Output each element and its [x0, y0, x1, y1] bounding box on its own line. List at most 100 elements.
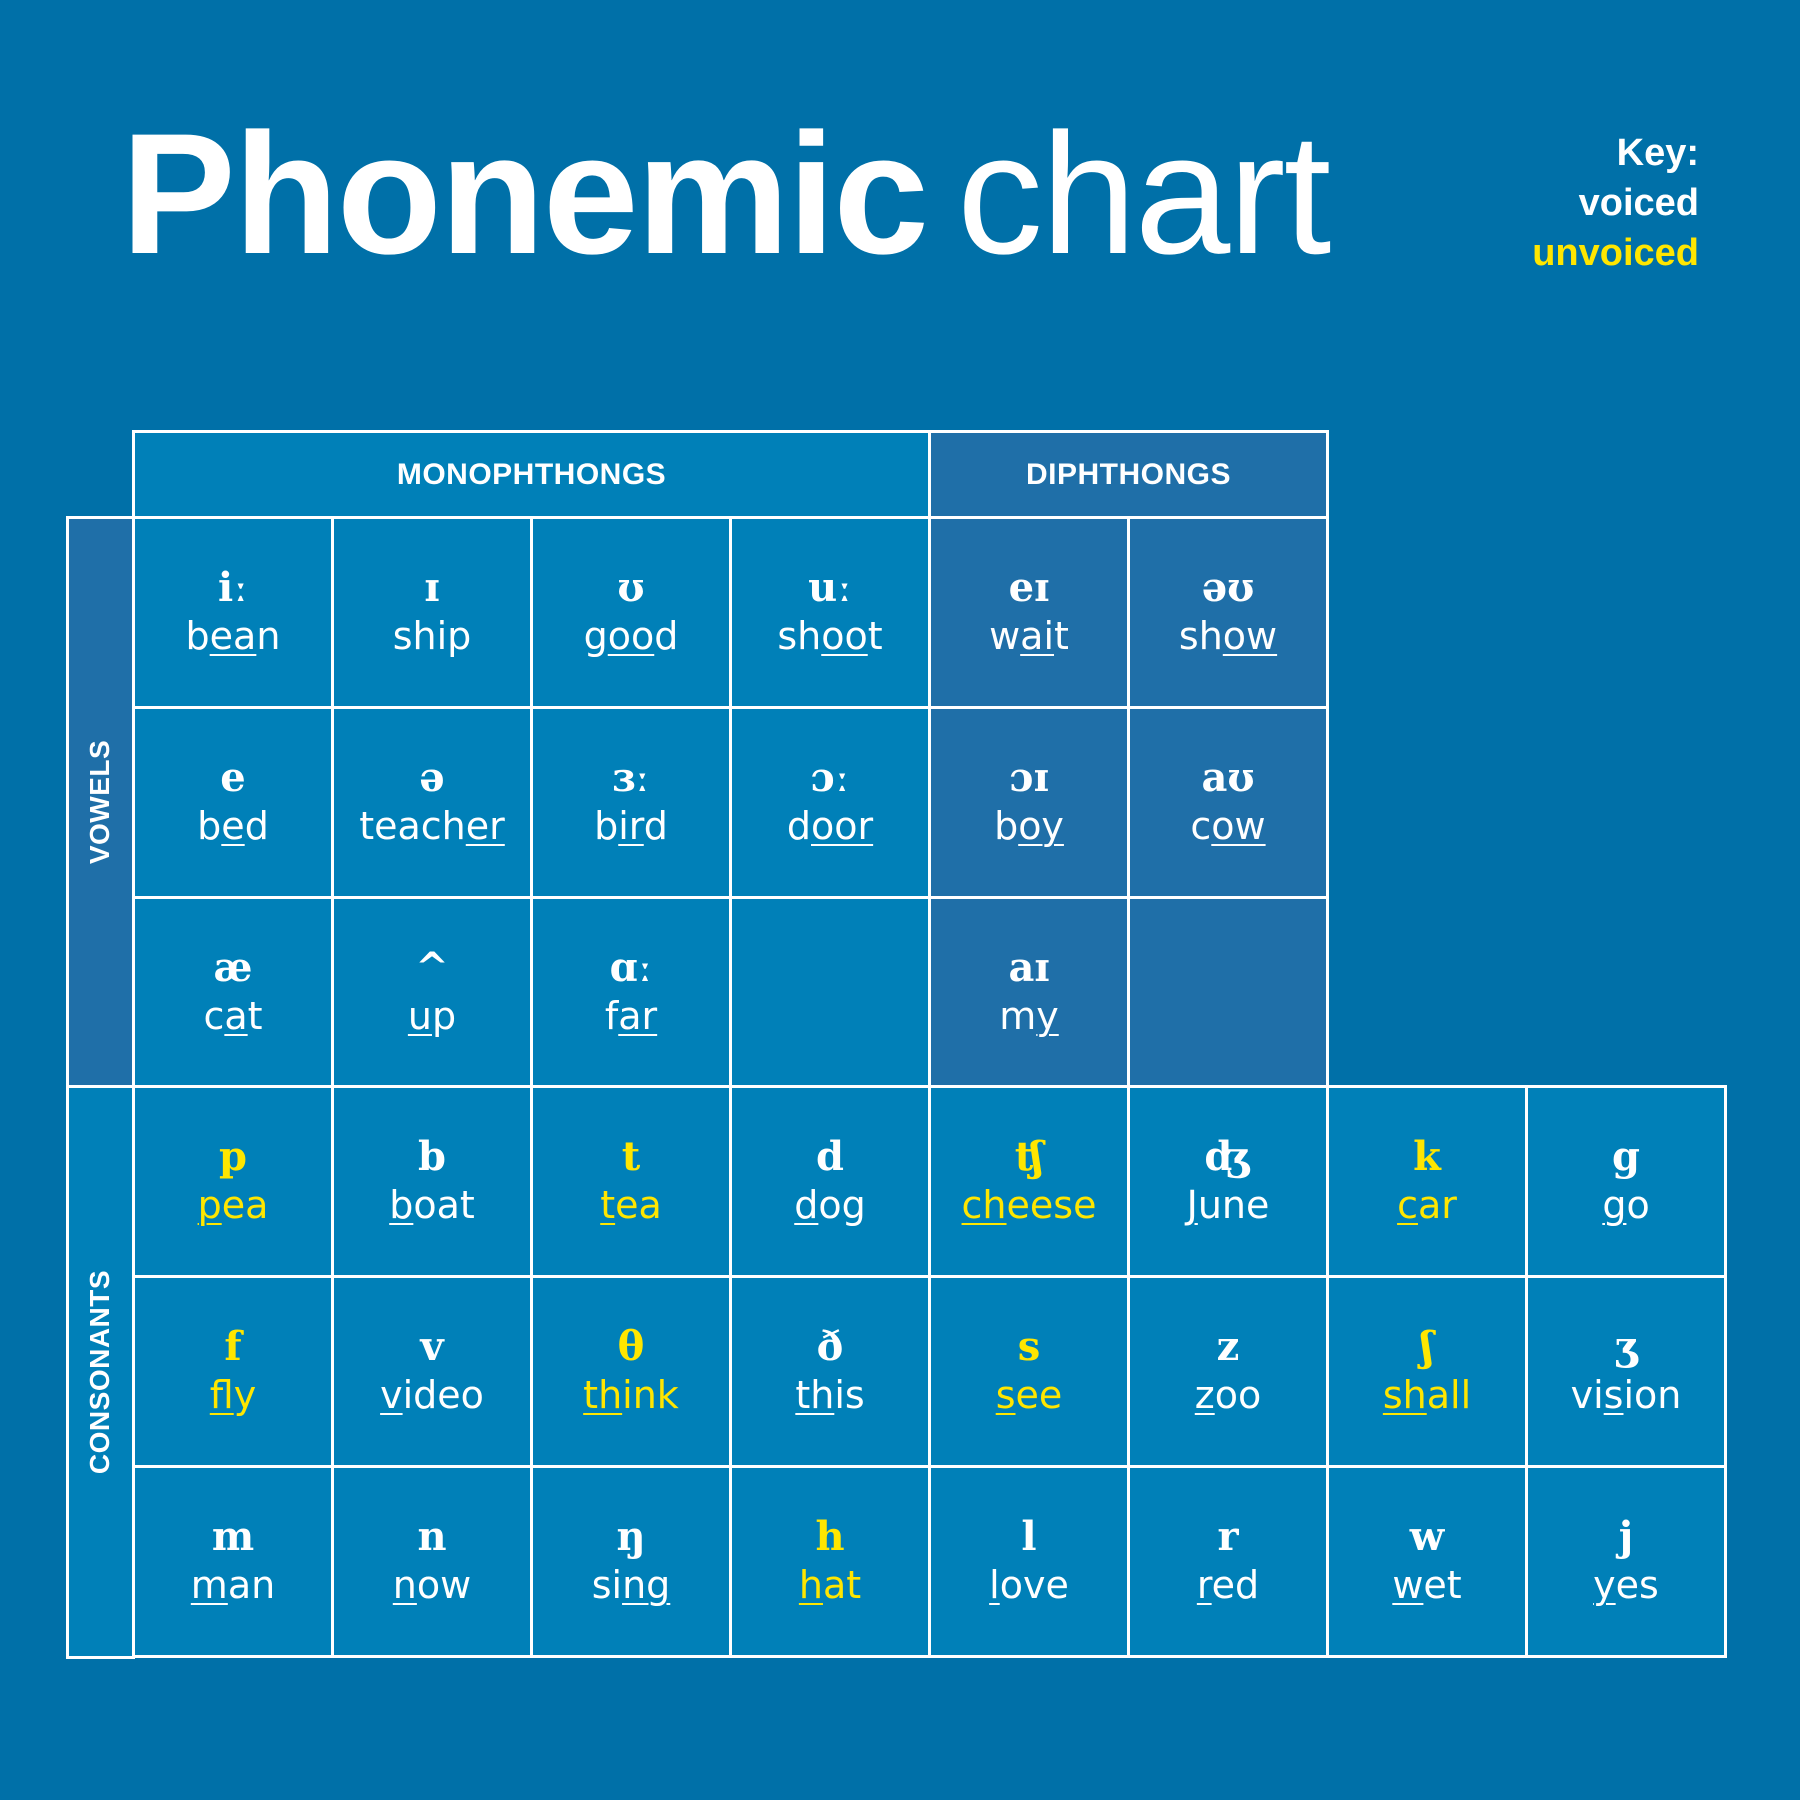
example-word: shall: [1383, 1371, 1471, 1419]
example-word-highlight: r: [1196, 1562, 1212, 1607]
example-word-prefix: c: [1190, 803, 1212, 848]
example-word: bean: [186, 612, 281, 660]
example-word-highlight: th: [795, 1372, 835, 1417]
example-word-prefix: g: [583, 613, 608, 658]
example-word-highlight: ch: [961, 1182, 1007, 1227]
phoneme-symbol: j: [1618, 1512, 1634, 1560]
phoneme-symbol: m: [211, 1512, 255, 1560]
phoneme-symbol: ʃ: [1420, 1322, 1434, 1370]
example-word-highlight: J: [1186, 1182, 1198, 1227]
example-word-highlight: ai: [1020, 613, 1055, 658]
header-monophthongs: MONOPHTHONGS: [132, 430, 931, 519]
phoneme-symbol: ɑː: [609, 943, 653, 991]
example-word-highlight: w: [1392, 1562, 1424, 1607]
example-word-suffix: o: [1626, 1182, 1650, 1227]
example-word-highlight: a: [224, 993, 248, 1038]
header-diphthongs: DIPHTHONGS: [928, 430, 1329, 519]
phoneme-cell: θ think: [530, 1275, 732, 1468]
phoneme-cell: ɪ ship: [331, 516, 533, 709]
phoneme-symbol: ɔɪ: [1009, 753, 1049, 801]
example-word-prefix: b: [994, 803, 1019, 848]
example-word: bird: [594, 802, 668, 850]
example-word: dog: [794, 1181, 866, 1229]
example-word: June: [1187, 1181, 1270, 1229]
example-word-suffix: all: [1426, 1372, 1472, 1417]
example-word: cat: [203, 992, 262, 1040]
example-word-suffix: ion: [1623, 1372, 1682, 1417]
phoneme-symbol: uː: [808, 563, 852, 611]
example-word-highlight: oo: [607, 613, 655, 658]
example-word: yes: [1593, 1561, 1659, 1609]
example-word-suffix: oo: [1214, 1372, 1262, 1417]
phoneme-cell: p pea: [132, 1085, 334, 1278]
example-word-suffix: t: [247, 993, 263, 1038]
example-word: see: [996, 1371, 1063, 1419]
phoneme-cell: ɔɪ boy: [928, 706, 1130, 899]
key-label: Key:: [1616, 132, 1699, 174]
example-word: boy: [994, 802, 1064, 850]
example-word-highlight: b: [389, 1182, 414, 1227]
example-word-suffix: an: [227, 1562, 276, 1607]
example-word-highlight: v: [380, 1372, 403, 1417]
example-word-suffix: ea: [615, 1182, 662, 1227]
example-word: man: [191, 1561, 275, 1609]
example-word-highlight: oo: [821, 613, 868, 658]
example-word-highlight: l: [989, 1562, 1000, 1607]
phoneme-symbol: b: [418, 1132, 446, 1180]
example-word-suffix: oat: [413, 1182, 475, 1227]
example-word-highlight: t: [600, 1182, 616, 1227]
example-word-suffix: p: [431, 993, 457, 1038]
example-word-highlight: e: [221, 803, 245, 848]
example-word-suffix: t: [1054, 613, 1069, 658]
example-word: wait: [989, 612, 1069, 660]
phoneme-symbol: iː: [218, 563, 248, 611]
example-word-suffix: ar: [1417, 1182, 1457, 1227]
phoneme-cell: k car: [1326, 1085, 1528, 1278]
example-word-suffix: ideo: [402, 1372, 484, 1417]
phoneme-cell: ʃ shall: [1326, 1275, 1528, 1468]
phoneme-symbol: eɪ: [1008, 563, 1050, 611]
example-word-highlight: z: [1194, 1372, 1215, 1417]
phoneme-cell: ʊ good: [530, 516, 732, 709]
example-word: shoot: [777, 612, 882, 660]
example-word-suffix: ow: [416, 1562, 472, 1607]
example-word-highlight: er: [465, 803, 505, 848]
example-word-prefix: b: [197, 803, 222, 848]
phoneme-symbol: ð: [816, 1322, 844, 1370]
phoneme-symbol: f: [224, 1322, 242, 1370]
example-word: love: [989, 1561, 1069, 1609]
phoneme-cell: v video: [331, 1275, 533, 1468]
phoneme-cell: ð this: [729, 1275, 931, 1468]
example-word: bed: [197, 802, 269, 850]
example-word-suffix: et: [1423, 1562, 1462, 1607]
example-word-prefix: f: [604, 993, 619, 1038]
example-word-highlight: f: [209, 1372, 234, 1417]
example-word: cow: [1190, 802, 1265, 850]
page-title: Phonemic chart: [121, 108, 1331, 280]
phoneme-symbol: z: [1216, 1322, 1240, 1370]
phoneme-cell: ɑː far: [530, 896, 732, 1089]
example-word: door: [787, 802, 873, 850]
example-word-highlight: s: [995, 1372, 1016, 1417]
example-word-highlight: y: [1593, 1562, 1616, 1607]
example-word: tea: [600, 1181, 662, 1229]
phoneme-symbol: θ: [617, 1322, 645, 1370]
phoneme-cell: r red: [1127, 1465, 1329, 1658]
phoneme-cell: h hat: [729, 1465, 931, 1658]
example-word-suffix: es: [1615, 1562, 1659, 1607]
phoneme-symbol: s: [1017, 1322, 1041, 1370]
example-word: fly: [210, 1371, 256, 1419]
phoneme-symbol: aʊ: [1201, 753, 1255, 801]
phoneme-cell: b boat: [331, 1085, 533, 1278]
phoneme-cell: æ cat: [132, 896, 334, 1089]
example-word: red: [1197, 1561, 1259, 1609]
example-word: hat: [799, 1561, 861, 1609]
example-word-highlight: oy: [1018, 803, 1064, 848]
phoneme-symbol: w: [1409, 1512, 1445, 1560]
example-word: go: [1602, 1181, 1649, 1229]
side-label-vowels: VOWELS: [66, 516, 135, 1088]
example-word: teacher: [359, 802, 505, 850]
example-word-suffix: at: [822, 1562, 862, 1607]
phoneme-symbol: r: [1217, 1512, 1239, 1560]
example-word-suffix: d: [643, 803, 668, 848]
